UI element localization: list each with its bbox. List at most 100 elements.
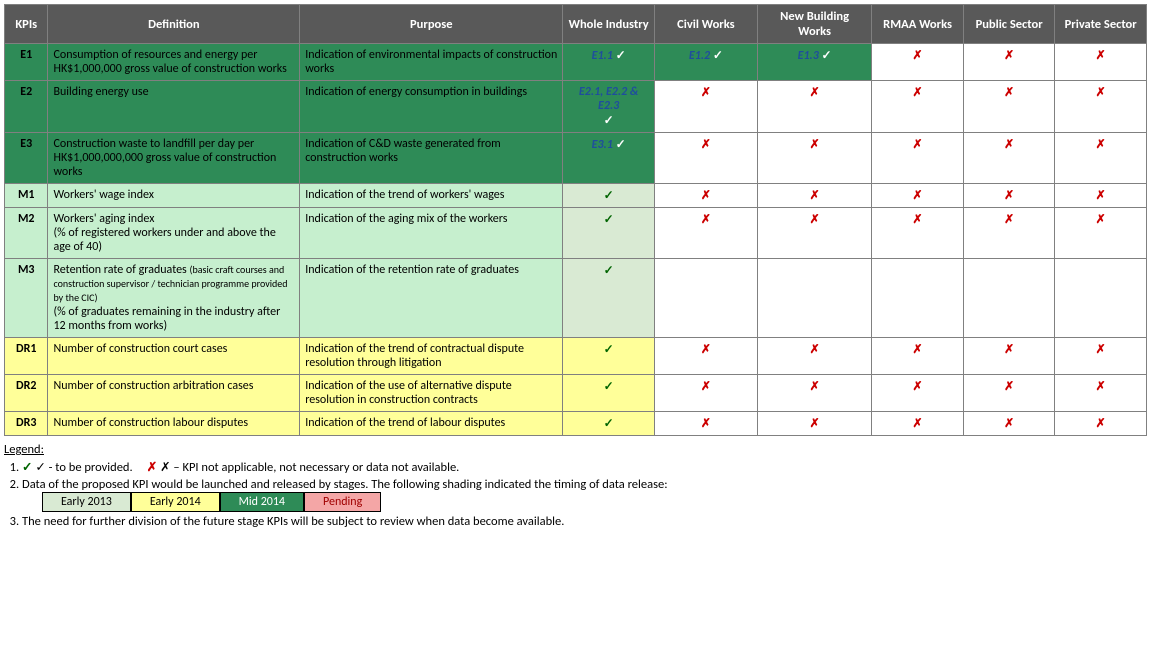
kpi-definition: Number of construction labour disputes <box>48 412 300 436</box>
legend: Legend: ✓ ✓ - to be provided. ✗ ✗ – KPI … <box>4 442 1147 529</box>
swatch-early2014: Early 2014 <box>131 492 220 512</box>
tick-icon: ✓ <box>22 460 32 475</box>
status-pub: ✗ <box>963 208 1055 259</box>
table-header: KPIs Definition Purpose Whole Industry C… <box>5 5 1147 44</box>
status-priv: ✗ <box>1055 208 1147 259</box>
status-cw: ✗ <box>654 133 757 184</box>
table-row: DR1Number of construction court casesInd… <box>5 338 1147 375</box>
kpi-id: DR1 <box>5 338 48 375</box>
header-purp: Purpose <box>300 5 563 44</box>
legend-line-2: Data of the proposed KPI would be launch… <box>22 477 1147 512</box>
kpi-purpose: Indication of C&D waste generated from c… <box>300 133 563 184</box>
kpi-id: DR2 <box>5 375 48 412</box>
status-priv: ✗ <box>1055 184 1147 208</box>
status-priv: ✗ <box>1055 375 1147 412</box>
header-wi: Whole Industry <box>563 5 655 44</box>
status-pub: ✗ <box>963 412 1055 436</box>
status-pub: ✗ <box>963 133 1055 184</box>
status-priv <box>1055 259 1147 338</box>
swatch-mid2014: Mid 2014 <box>220 492 304 512</box>
status-pub: ✗ <box>963 44 1055 81</box>
status-cw: ✗ <box>654 184 757 208</box>
status-cw: ✗ <box>654 338 757 375</box>
status-nbw: ✗ <box>757 208 871 259</box>
status-nbw: ✗ <box>757 184 871 208</box>
status-pub: ✗ <box>963 184 1055 208</box>
status-nbw: ✗ <box>757 133 871 184</box>
kpi-id: DR3 <box>5 412 48 436</box>
kpi-purpose: Indication of the trend of workers' wage… <box>300 184 563 208</box>
kpi-purpose: Indication of the use of alternative dis… <box>300 375 563 412</box>
header-kpi: KPIs <box>5 5 48 44</box>
table-row: M3Retention rate of graduates (basic cra… <box>5 259 1147 338</box>
swatch-row: Early 2013 Early 2014 Mid 2014 Pending <box>42 492 381 512</box>
status-rmaa: ✗ <box>872 44 964 81</box>
status-wi: ✓ <box>563 412 655 436</box>
kpi-table: KPIs Definition Purpose Whole Industry C… <box>4 4 1147 436</box>
status-rmaa: ✗ <box>872 208 964 259</box>
kpi-id: M3 <box>5 259 48 338</box>
kpi-definition: Workers' wage index <box>48 184 300 208</box>
kpi-id: M1 <box>5 184 48 208</box>
status-wi: ✓ <box>563 338 655 375</box>
kpi-definition: Consumption of resources and energy per … <box>48 44 300 81</box>
table-row: E3Construction waste to landfill per day… <box>5 133 1147 184</box>
kpi-purpose: Indication of the retention rate of grad… <box>300 259 563 338</box>
status-rmaa: ✗ <box>872 412 964 436</box>
status-priv: ✗ <box>1055 44 1147 81</box>
kpi-purpose: Indication of the aging mix of the worke… <box>300 208 563 259</box>
status-rmaa <box>872 259 964 338</box>
kpi-definition: Retention rate of graduates (basic craft… <box>48 259 300 338</box>
kpi-id: E2 <box>5 81 48 133</box>
kpi-purpose: Indication of environmental impacts of c… <box>300 44 563 81</box>
kpi-definition: Number of construction court cases <box>48 338 300 375</box>
status-wi: ✓ <box>563 208 655 259</box>
kpi-purpose: Indication of energy consumption in buil… <box>300 81 563 133</box>
kpi-purpose: Indication of the trend of labour disput… <box>300 412 563 436</box>
kpi-definition: Building energy use <box>48 81 300 133</box>
kpi-definition: Construction waste to landfill per day p… <box>48 133 300 184</box>
status-pub: ✗ <box>963 375 1055 412</box>
legend-1b: ✗ – KPI not applicable, not necessary or… <box>160 460 459 475</box>
status-priv: ✗ <box>1055 81 1147 133</box>
status-nbw: ✗ <box>757 375 871 412</box>
legend-title: Legend: <box>4 442 44 457</box>
status-pub: ✗ <box>963 338 1055 375</box>
status-rmaa: ✗ <box>872 338 964 375</box>
kpi-id: E1 <box>5 44 48 81</box>
status-cw: E1.2 ✓ <box>654 44 757 81</box>
legend-2-text: Data of the proposed KPI would be launch… <box>22 477 668 492</box>
status-wi: ✓ <box>563 259 655 338</box>
status-cw: ✗ <box>654 375 757 412</box>
status-nbw: ✗ <box>757 81 871 133</box>
status-rmaa: ✗ <box>872 184 964 208</box>
status-pub: ✗ <box>963 81 1055 133</box>
status-nbw: ✗ <box>757 338 871 375</box>
header-cw: Civil Works <box>654 5 757 44</box>
status-rmaa: ✗ <box>872 375 964 412</box>
table-row: M1Workers' wage indexIndication of the t… <box>5 184 1147 208</box>
status-nbw <box>757 259 871 338</box>
kpi-purpose: Indication of the trend of contractual d… <box>300 338 563 375</box>
kpi-id: E3 <box>5 133 48 184</box>
status-wi: ✓ <box>563 184 655 208</box>
header-def: Definition <box>48 5 300 44</box>
cross-icon: ✗ <box>147 460 157 475</box>
table-row: DR3Number of construction labour dispute… <box>5 412 1147 436</box>
swatch-pending: Pending <box>304 492 381 512</box>
status-cw: ✗ <box>654 412 757 436</box>
status-cw <box>654 259 757 338</box>
legend-line-3: The need for further division of the fut… <box>22 514 1147 529</box>
status-wi: ✓ <box>563 375 655 412</box>
status-cw: ✗ <box>654 81 757 133</box>
swatch-early2013: Early 2013 <box>42 492 131 512</box>
kpi-definition: Number of construction arbitration cases <box>48 375 300 412</box>
status-wi: E3.1 ✓ <box>563 133 655 184</box>
table-row: DR2Number of construction arbitration ca… <box>5 375 1147 412</box>
header-rmaa: RMAA Works <box>872 5 964 44</box>
table-row: E2Building energy useIndication of energ… <box>5 81 1147 133</box>
header-priv: Private Sector <box>1055 5 1147 44</box>
status-nbw: E1.3 ✓ <box>757 44 871 81</box>
kpi-id: M2 <box>5 208 48 259</box>
status-priv: ✗ <box>1055 338 1147 375</box>
